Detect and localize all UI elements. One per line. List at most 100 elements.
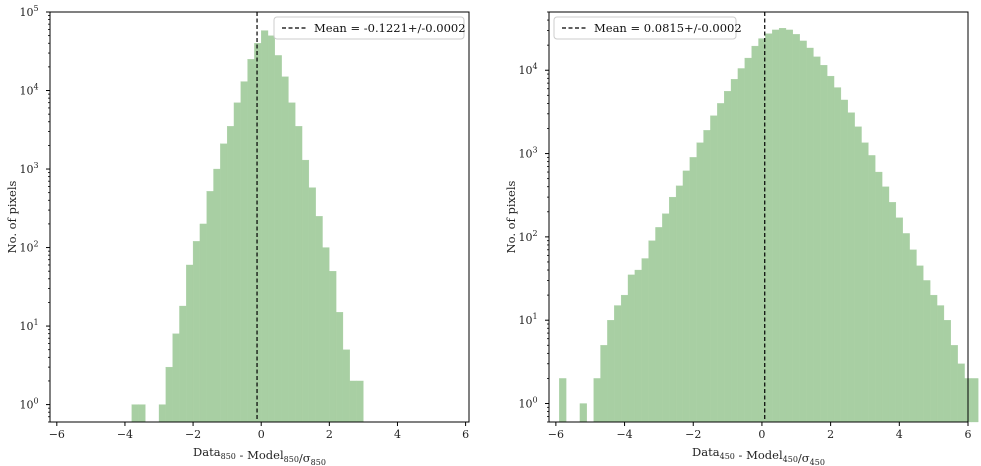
histogram-bar [620, 294, 629, 423]
y-minor-ticks [547, 11, 549, 423]
legend: Mean = -0.1221+/-0.0002 [273, 16, 466, 40]
x-tick-label: 4 [394, 428, 401, 441]
histogram-bar [778, 27, 787, 423]
histogram-bar [744, 57, 752, 423]
y-tick-label: 103 [19, 161, 38, 176]
axes-frame [548, 11, 969, 423]
histogram-bar [827, 75, 835, 423]
x-tick-label: −2 [685, 428, 701, 441]
histogram-bar [923, 280, 931, 423]
legend: Mean = 0.0815+/-0.0002 [553, 16, 742, 40]
x-tick-label: 0 [258, 428, 265, 441]
histogram-bar [895, 217, 903, 423]
histogram-bar [281, 76, 289, 423]
histogram-bar [274, 55, 282, 423]
histogram-bar [936, 305, 945, 423]
histogram-bar [226, 126, 235, 423]
histogram-bar [902, 233, 910, 423]
histogram-bar [950, 345, 958, 423]
histogram-bar [192, 241, 201, 423]
y-minor-ticks [48, 15, 50, 423]
histogram-bar [641, 258, 649, 423]
x-tick-label: −2 [185, 428, 201, 441]
histogram-bar [909, 249, 917, 423]
histogram-bar [329, 271, 337, 423]
y-tick-label: 101 [518, 312, 537, 327]
x-axis-label: Data850 - Model850/σ850 [193, 445, 326, 466]
legend-label: Mean = -0.1221+/-0.0002 [314, 21, 466, 35]
y-tick-label: 104 [518, 62, 537, 77]
y-tick-label: 102 [518, 229, 537, 244]
histogram-bar [861, 142, 869, 423]
histogram-bar [342, 349, 350, 423]
histogram-bar [930, 294, 938, 423]
x-tick-label: −6 [548, 428, 564, 441]
histogram-bar [675, 185, 684, 423]
histogram-bar [703, 130, 711, 423]
histogram-bar [267, 35, 275, 423]
histogram-bar [172, 333, 180, 423]
y-tick-label: 100 [518, 396, 537, 411]
histogram-bar [579, 403, 587, 423]
histogram-bar [875, 171, 883, 423]
histogram-bar [247, 59, 255, 423]
histogram-bar [785, 29, 793, 423]
y-tick-label: 103 [518, 146, 537, 161]
histogram-bar [854, 126, 862, 423]
histogram-bar [682, 170, 690, 423]
histogram-bar [315, 216, 323, 423]
x-axis-label: Data450 - Model450/σ450 [692, 445, 825, 466]
histogram-bar [648, 240, 656, 423]
histogram-bar [799, 40, 807, 423]
histogram-bar [724, 91, 732, 423]
histogram-bar [301, 159, 310, 423]
x-tick-label: −6 [49, 428, 65, 441]
histogram-bar [696, 142, 704, 423]
histogram-bar [957, 363, 965, 423]
histogram-bar [199, 223, 207, 423]
histogram-bar [593, 378, 601, 423]
histogram-bar [138, 404, 146, 423]
y-tick-label: 104 [19, 83, 38, 98]
x-tick-label: 0 [758, 428, 765, 441]
histogram-bar [607, 320, 615, 423]
y-axis-label: No. of pixels [5, 180, 19, 253]
histogram-bar [710, 115, 718, 423]
histogram-bar [627, 274, 636, 423]
histogram-bar [717, 103, 725, 423]
histogram-bar [295, 126, 303, 423]
x-tick-label: 6 [965, 428, 972, 441]
histogram-bar [847, 112, 855, 423]
histogram-bar [751, 45, 759, 423]
histogram-bar [943, 320, 951, 423]
histogram-bar [868, 155, 876, 423]
histogram-bar [254, 43, 262, 423]
histogram-bar [213, 168, 221, 423]
histogram-bar [131, 404, 139, 423]
histogram-bar [737, 68, 745, 423]
histogram-bar [833, 87, 842, 423]
histogram-bar [772, 29, 780, 423]
histogram-bar [288, 102, 296, 423]
histogram-bar [813, 56, 821, 423]
histogram-bars [559, 27, 979, 423]
histogram-bar [634, 269, 642, 423]
y-tick-label: 100 [19, 397, 38, 412]
y-tick-label: 101 [19, 318, 38, 333]
histogram-bar [233, 102, 241, 423]
histogram-bar [186, 264, 194, 423]
legend-box [553, 16, 737, 40]
x-tick-label: 2 [827, 428, 834, 441]
histogram-bar [206, 191, 214, 423]
y-axis-label: No. of pixels [504, 180, 518, 253]
x-tick-label: 4 [896, 428, 903, 441]
x-tick-label: −4 [117, 428, 133, 441]
left-histogram-panel: −6 −4 −2 0 2 4 6 100 101 102 103 104 105 Data850 - Mo… [5, 4, 470, 466]
histogram-bar [888, 202, 897, 423]
histogram-bar [220, 143, 228, 423]
right-histogram-panel: −6 −4 −2 0 2 4 6 100 101 102 103 104 Data450 - Model… [504, 11, 979, 466]
histogram-bar [165, 366, 173, 423]
histogram-bar [335, 312, 344, 423]
histogram-bar [240, 81, 248, 423]
